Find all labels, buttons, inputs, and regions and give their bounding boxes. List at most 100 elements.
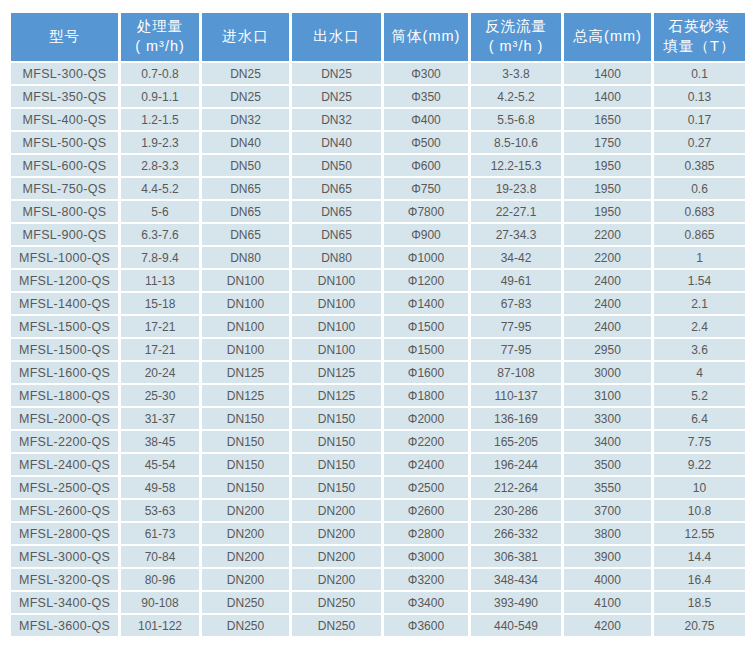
cell-backwash: 8.5-10.6 bbox=[471, 132, 561, 153]
cell-sand: 3.6 bbox=[654, 339, 745, 360]
cell-inlet: DN100 bbox=[202, 270, 289, 291]
cell-backwash: 3-3.8 bbox=[471, 63, 561, 84]
cell-body: Φ3600 bbox=[384, 615, 468, 636]
cell-backwash: 348-434 bbox=[471, 569, 561, 590]
table-row: MFSL-350-QS0.9-1.1DN25DN25Φ3504.2-5.2140… bbox=[11, 86, 745, 107]
cell-inlet: DN65 bbox=[202, 201, 289, 222]
cell-capacity: 90-108 bbox=[121, 592, 199, 613]
cell-capacity: 101-122 bbox=[121, 615, 199, 636]
column-header-outlet: 出水口 bbox=[292, 13, 381, 61]
cell-model: MFSL-1200-QS bbox=[11, 270, 118, 291]
cell-inlet: DN100 bbox=[202, 293, 289, 314]
cell-sand: 14.4 bbox=[654, 546, 745, 567]
cell-body: Φ350 bbox=[384, 86, 468, 107]
table-row: MFSL-900-QS6.3-7.6DN65DN65Φ90027-34.3220… bbox=[11, 224, 745, 245]
column-header-label: 进水口 bbox=[204, 27, 287, 47]
cell-height: 3550 bbox=[564, 477, 651, 498]
cell-height: 2200 bbox=[564, 247, 651, 268]
cell-backwash: 87-108 bbox=[471, 362, 561, 383]
cell-body: Φ1800 bbox=[384, 385, 468, 406]
cell-sand: 0.13 bbox=[654, 86, 745, 107]
cell-sand: 0.683 bbox=[654, 201, 745, 222]
cell-body: Φ1600 bbox=[384, 362, 468, 383]
cell-capacity: 38-45 bbox=[121, 431, 199, 452]
cell-body: Φ1500 bbox=[384, 339, 468, 360]
cell-backwash: 5.5-6.8 bbox=[471, 109, 561, 130]
column-header-label: 总高(mm) bbox=[566, 27, 649, 47]
cell-outlet: DN150 bbox=[292, 431, 381, 452]
cell-inlet: DN25 bbox=[202, 63, 289, 84]
cell-model: MFSL-600-QS bbox=[11, 155, 118, 176]
table-row: MFSL-1400-QS15-18DN100DN100Φ140067-83240… bbox=[11, 293, 745, 314]
cell-height: 4000 bbox=[564, 569, 651, 590]
cell-sand: 1.54 bbox=[654, 270, 745, 291]
cell-backwash: 12.2-15.3 bbox=[471, 155, 561, 176]
column-header-sublabel: ( m³/h) bbox=[123, 37, 197, 57]
cell-capacity: 1.9-2.3 bbox=[121, 132, 199, 153]
cell-outlet: DN200 bbox=[292, 500, 381, 521]
cell-inlet: DN200 bbox=[202, 523, 289, 544]
cell-height: 1400 bbox=[564, 86, 651, 107]
cell-backwash: 165-205 bbox=[471, 431, 561, 452]
cell-backwash: 49-61 bbox=[471, 270, 561, 291]
cell-backwash: 4.2-5.2 bbox=[471, 86, 561, 107]
table-row: MFSL-1000-QS7.8-9.4DN80DN80Φ100034-42220… bbox=[11, 247, 745, 268]
cell-model: MFSL-3000-QS bbox=[11, 546, 118, 567]
column-header-label: 石英砂装 bbox=[656, 17, 743, 37]
column-header-sublabel: 填量（T） bbox=[656, 37, 743, 57]
cell-sand: 5.2 bbox=[654, 385, 745, 406]
column-header-label: 型号 bbox=[13, 27, 116, 47]
table-row: MFSL-1200-QS11-13DN100DN100Φ120049-61240… bbox=[11, 270, 745, 291]
cell-sand: 0.865 bbox=[654, 224, 745, 245]
cell-backwash: 136-169 bbox=[471, 408, 561, 429]
column-header-label: 反洗流量 bbox=[473, 17, 559, 37]
table-row: MFSL-1600-QS20-24DN125DN125Φ160087-10830… bbox=[11, 362, 745, 383]
cell-sand: 10.8 bbox=[654, 500, 745, 521]
cell-body: Φ2000 bbox=[384, 408, 468, 429]
cell-height: 1950 bbox=[564, 155, 651, 176]
cell-backwash: 34-42 bbox=[471, 247, 561, 268]
column-header-sand: 石英砂装填量（T） bbox=[654, 13, 745, 61]
cell-sand: 10 bbox=[654, 477, 745, 498]
cell-inlet: DN100 bbox=[202, 316, 289, 337]
cell-model: MFSL-900-QS bbox=[11, 224, 118, 245]
cell-inlet: DN250 bbox=[202, 615, 289, 636]
cell-outlet: DN200 bbox=[292, 546, 381, 567]
cell-capacity: 31-37 bbox=[121, 408, 199, 429]
cell-model: MFSL-1800-QS bbox=[11, 385, 118, 406]
cell-capacity: 80-96 bbox=[121, 569, 199, 590]
table-row: MFSL-2200-QS38-45DN150DN150Φ2200165-2053… bbox=[11, 431, 745, 452]
cell-outlet: DN50 bbox=[292, 155, 381, 176]
cell-inlet: DN150 bbox=[202, 477, 289, 498]
cell-backwash: 27-34.3 bbox=[471, 224, 561, 245]
cell-body: Φ300 bbox=[384, 63, 468, 84]
cell-height: 1750 bbox=[564, 132, 651, 153]
cell-body: Φ2200 bbox=[384, 431, 468, 452]
cell-model: MFSL-1000-QS bbox=[11, 247, 118, 268]
column-header-capacity: 处理量( m³/h) bbox=[121, 13, 199, 61]
column-header-label: 处理量 bbox=[123, 17, 197, 37]
cell-body: Φ2400 bbox=[384, 454, 468, 475]
cell-outlet: DN100 bbox=[292, 293, 381, 314]
cell-body: Φ400 bbox=[384, 109, 468, 130]
table-row: MFSL-300-QS0.7-0.8DN25DN25Φ3003-3.814000… bbox=[11, 63, 745, 84]
cell-model: MFSL-2000-QS bbox=[11, 408, 118, 429]
cell-model: MFSL-1500-QS bbox=[11, 339, 118, 360]
cell-height: 1400 bbox=[564, 63, 651, 84]
cell-model: MFSL-800-QS bbox=[11, 201, 118, 222]
cell-body: Φ1400 bbox=[384, 293, 468, 314]
cell-capacity: 4.4-5.2 bbox=[121, 178, 199, 199]
table-row: MFSL-2800-QS61-73DN200DN200Φ2800266-3323… bbox=[11, 523, 745, 544]
spec-table-page: 型号处理量( m³/h)进水口出水口筒体(mm)反洗流量( m³/h )总高(m… bbox=[0, 0, 756, 651]
cell-backwash: 196-244 bbox=[471, 454, 561, 475]
column-header-backwash: 反洗流量( m³/h ) bbox=[471, 13, 561, 61]
cell-outlet: DN65 bbox=[292, 178, 381, 199]
cell-height: 3400 bbox=[564, 431, 651, 452]
cell-height: 1950 bbox=[564, 178, 651, 199]
cell-sand: 1 bbox=[654, 247, 745, 268]
cell-inlet: DN250 bbox=[202, 592, 289, 613]
cell-outlet: DN25 bbox=[292, 63, 381, 84]
table-row: MFSL-750-QS4.4-5.2DN65DN65Φ75019-23.8195… bbox=[11, 178, 745, 199]
cell-outlet: DN40 bbox=[292, 132, 381, 153]
cell-backwash: 230-286 bbox=[471, 500, 561, 521]
